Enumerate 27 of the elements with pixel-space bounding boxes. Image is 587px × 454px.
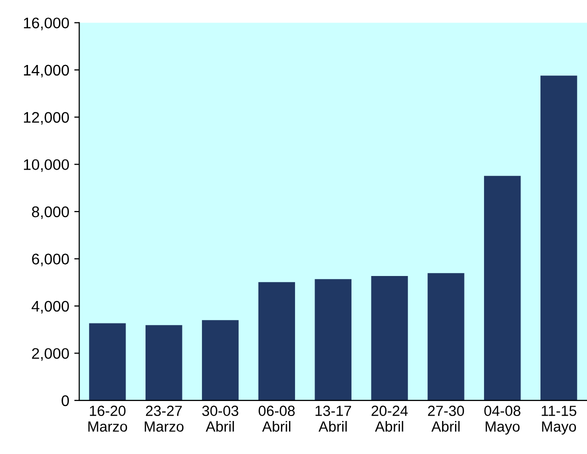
x-tick-label: 20-24 Abril [372, 406, 408, 432]
y-tick-label: 8,000 [32, 206, 69, 220]
y-tick-label: 2,000 [32, 348, 69, 361]
bar [202, 320, 239, 400]
x-tick-label: 11-15 Mayo [542, 406, 576, 435]
y-tick-label: 12,000 [24, 112, 69, 125]
bar [258, 282, 296, 400]
x-tick-label: 06-08 Abril [258, 406, 295, 432]
y-tick-label: 10,000 [24, 159, 69, 172]
y-tick-label: 0 [62, 395, 69, 406]
y-tick-label: 14,000 [24, 64, 69, 78]
bar [428, 273, 464, 400]
y-tick-label: 6,000 [32, 254, 69, 266]
y-tick-label: 4,000 [32, 300, 69, 314]
bar [146, 325, 182, 400]
bar [371, 276, 408, 400]
bar [314, 279, 352, 400]
y-tick-label: 16,000 [24, 18, 69, 30]
bar [89, 323, 126, 400]
x-tick-label: 27-30 Abril [428, 406, 464, 432]
x-tick-label: 04-08 Mayo [484, 406, 520, 435]
x-tick-label: 23-27 Marzo [144, 406, 184, 432]
bar [484, 176, 521, 400]
x-tick-label: 13-17 Abril [316, 406, 352, 432]
x-tick-label: 30-03 Abril [202, 406, 238, 432]
x-tick-label: 16-20 Marzo [88, 406, 128, 432]
bar [540, 76, 578, 400]
